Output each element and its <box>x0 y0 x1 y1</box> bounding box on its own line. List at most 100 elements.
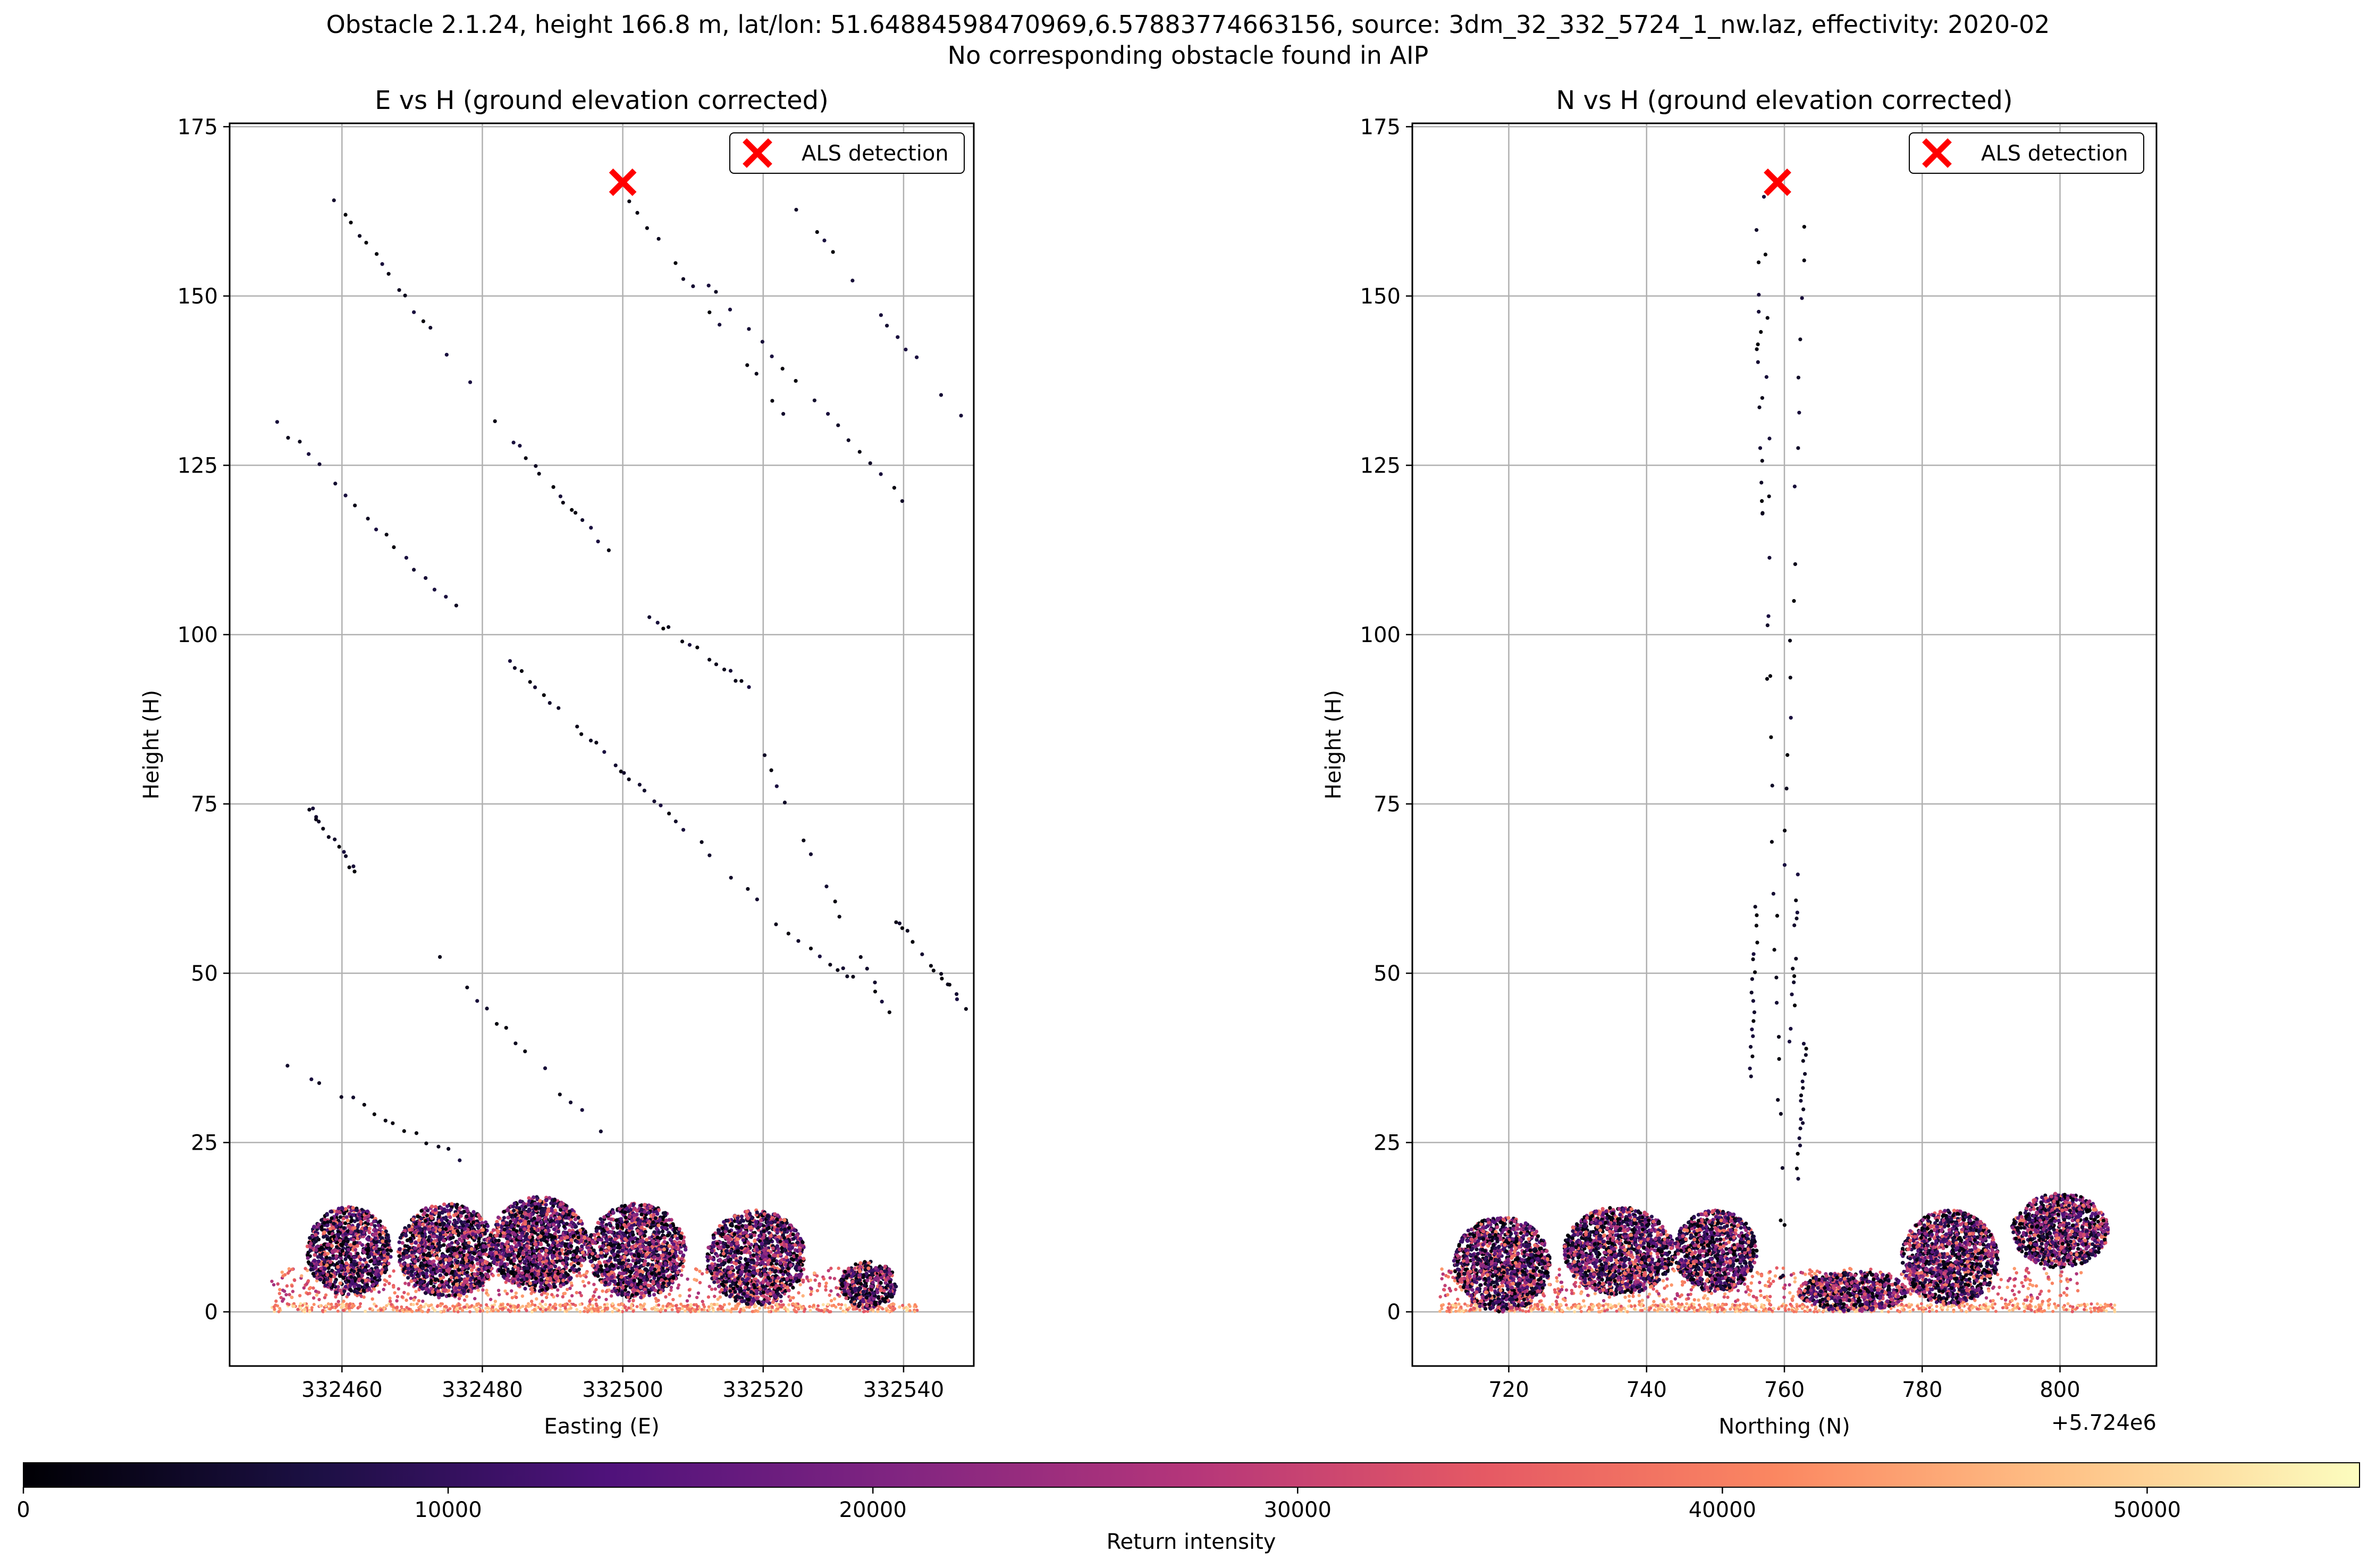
vegetation-point <box>487 1251 492 1255</box>
vegetation-point <box>432 1228 436 1232</box>
ground-point <box>395 1309 399 1312</box>
ground-point <box>650 1307 654 1311</box>
vegetation-point <box>325 1272 330 1277</box>
ground-point <box>866 1310 870 1313</box>
ground-point <box>517 1309 521 1313</box>
low-return-point <box>272 1283 276 1287</box>
low-return-point <box>585 1271 588 1275</box>
low-return-point <box>713 1294 717 1299</box>
vegetation-point <box>423 1211 427 1215</box>
vegetation-point <box>528 1235 532 1240</box>
low-return-point <box>407 1282 411 1286</box>
low-return-point <box>276 1282 280 1286</box>
vegetation-point <box>406 1276 410 1280</box>
low-return-point <box>395 1299 399 1303</box>
vegetation-point <box>361 1288 366 1293</box>
low-return-point <box>287 1267 291 1271</box>
ground-point <box>781 1303 785 1306</box>
vegetation-point <box>523 1260 527 1264</box>
vegetation-point <box>442 1243 446 1247</box>
ground-point <box>775 1302 779 1306</box>
vegetation-point <box>539 1282 543 1286</box>
vegetation-point <box>561 1211 565 1215</box>
vegetation-point <box>442 1265 446 1269</box>
vegetation-point <box>468 1263 473 1268</box>
low-return-point <box>306 1279 310 1283</box>
ground-point <box>767 1310 771 1313</box>
vegetation-point <box>328 1260 333 1264</box>
ground-point <box>664 1309 668 1312</box>
low-return-point <box>676 1286 680 1290</box>
vegetation-point <box>359 1229 363 1234</box>
vegetation-point <box>533 1280 538 1284</box>
vegetation-point <box>545 1212 549 1217</box>
low-return-point <box>370 1297 374 1301</box>
vegetation-point <box>518 1219 523 1223</box>
ground-point <box>340 1305 343 1309</box>
ground-point <box>415 1309 418 1312</box>
vegetation-point <box>501 1231 505 1235</box>
low-return-point <box>828 1276 832 1280</box>
vegetation-point <box>344 1215 349 1219</box>
low-return-point <box>300 1274 304 1278</box>
low-return-point <box>462 1298 467 1302</box>
vegetation-point <box>512 1241 517 1245</box>
vegetation-point <box>478 1233 483 1237</box>
vegetation-point <box>384 1266 388 1270</box>
low-return-point <box>687 1294 692 1298</box>
vegetation-point <box>512 1258 517 1263</box>
ground-point <box>373 1302 376 1306</box>
vegetation-point <box>373 1236 377 1240</box>
vegetation-point <box>330 1216 334 1220</box>
ground-point <box>808 1309 812 1312</box>
vegetation-point <box>540 1249 544 1253</box>
ground-point <box>380 1308 383 1312</box>
ground-point <box>433 1309 437 1312</box>
vegetation-point <box>429 1286 433 1291</box>
vegetation-point <box>319 1218 324 1223</box>
vegetation-point <box>494 1234 498 1238</box>
vegetation-point <box>510 1224 514 1228</box>
vegetation-point <box>378 1219 382 1224</box>
vegetation-point <box>469 1268 474 1272</box>
low-return-point <box>798 1283 802 1287</box>
ground-point <box>700 1308 704 1311</box>
vegetation-point <box>551 1255 555 1260</box>
vegetation-point <box>505 1244 510 1249</box>
ground-point <box>683 1309 687 1313</box>
vegetation-point <box>350 1279 355 1284</box>
ground-point <box>374 1304 378 1308</box>
figure-title-line2: No corresponding obstacle found in AIP <box>948 41 1429 70</box>
low-return-point <box>809 1292 813 1296</box>
ground-point <box>726 1308 729 1312</box>
low-return-point <box>575 1291 579 1295</box>
low-return-point <box>281 1274 285 1278</box>
vegetation-point <box>418 1227 423 1232</box>
ground-point <box>729 1310 733 1313</box>
ground-point <box>475 1310 479 1313</box>
vegetation-point <box>413 1246 417 1250</box>
low-return-point <box>397 1287 401 1291</box>
ground-point <box>712 1302 716 1306</box>
vegetation-point <box>376 1262 381 1266</box>
vegetation-point <box>375 1281 379 1285</box>
low-return-point <box>563 1292 567 1295</box>
ground-point <box>913 1303 917 1306</box>
ground-point <box>326 1302 330 1306</box>
low-return-point <box>829 1267 833 1270</box>
vegetation-point <box>471 1220 476 1225</box>
vegetation-point <box>373 1272 378 1276</box>
vegetation-point <box>553 1235 557 1240</box>
vegetation-point <box>538 1285 543 1289</box>
low-return-point <box>473 1297 477 1301</box>
ground-point <box>611 1302 614 1305</box>
low-return-point <box>307 1287 311 1291</box>
ground-point <box>310 1306 314 1310</box>
vegetation-point <box>444 1280 449 1285</box>
low-return-point <box>278 1287 282 1292</box>
low-return-point <box>496 1288 501 1293</box>
vegetation-point <box>461 1283 466 1287</box>
low-return-point <box>535 1297 538 1301</box>
axes-title: E vs H (ground elevation corrected) <box>375 86 829 115</box>
vegetation-point <box>444 1272 449 1277</box>
